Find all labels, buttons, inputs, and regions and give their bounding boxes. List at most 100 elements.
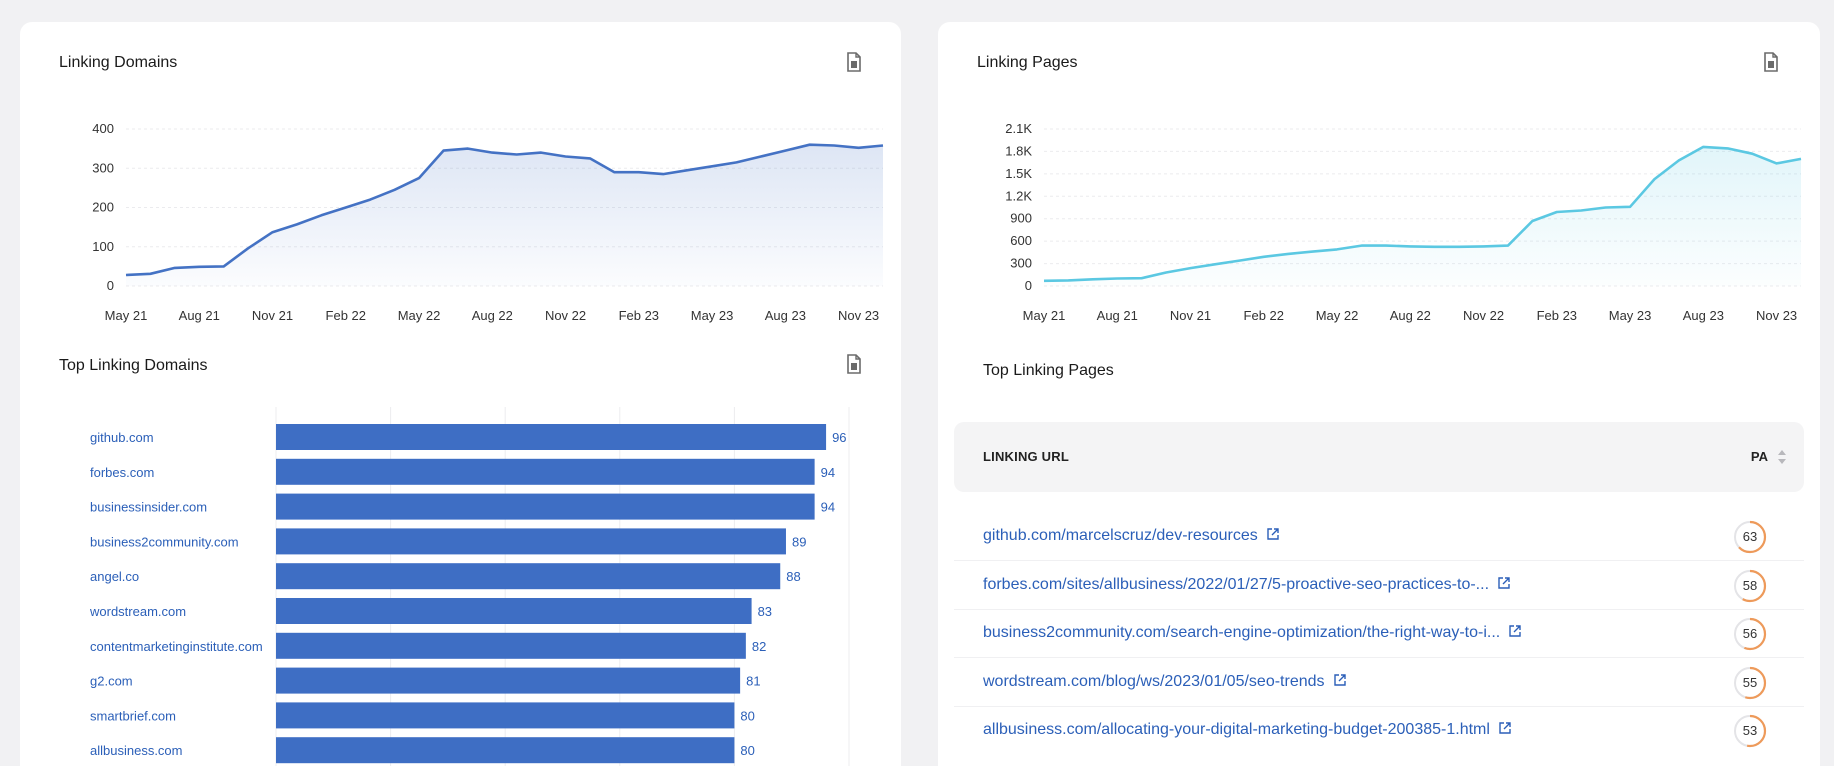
x-tick-label: May 21 [105, 308, 148, 323]
x-tick-label: May 21 [1023, 308, 1066, 323]
x-tick-label: Feb 22 [326, 308, 366, 323]
x-tick-label: Aug 23 [1683, 308, 1724, 323]
bar [276, 702, 735, 729]
category-label: contentmarketinginstitute.com [90, 639, 263, 654]
linking-url-link[interactable]: business2community.com/search-engine-opt… [983, 624, 1522, 642]
x-tick-label: Nov 23 [838, 308, 879, 323]
y-tick-label: 900 [1010, 211, 1032, 226]
x-tick-label: Aug 21 [1097, 308, 1138, 323]
linking-pages-chart: 0 300 600 900 1.2K 1.5K 1.8K 2.1K May 21 Aug 21 No… [1005, 121, 1802, 323]
linking-pages-title: Linking Pages [977, 54, 1078, 71]
x-tick-label: May 23 [691, 308, 734, 323]
bar [276, 667, 741, 694]
x-tick-label: Aug 22 [472, 308, 513, 323]
sort-icon[interactable] [1776, 448, 1788, 466]
linking-url-link[interactable]: forbes.com/sites/allbusiness/2022/01/27/… [983, 576, 1511, 594]
pa-score-badge: 63 [1732, 519, 1768, 555]
linking-url-text: forbes.com/sites/allbusiness/2022/01/27/… [983, 575, 1490, 593]
data-label: 80 [740, 743, 754, 758]
x-tick-label: Nov 23 [1756, 308, 1797, 323]
external-link-icon[interactable] [1497, 576, 1511, 590]
pa-score-ring [1733, 617, 1767, 651]
linking-url-text: allbusiness.com/allocating-your-digital-… [983, 721, 1490, 738]
left-card: Linking Domains 0 100 200 300 400 May 21 Aug 2… [20, 22, 901, 766]
external-link-icon[interactable] [1508, 624, 1522, 638]
data-label: 89 [792, 534, 806, 549]
x-tick-label: Feb 22 [1244, 308, 1284, 323]
y-tick-label: 300 [92, 160, 114, 175]
y-tick-label: 0 [1025, 278, 1032, 293]
pa-score-ring [1733, 569, 1767, 602]
bar [276, 563, 781, 590]
table-row: forbes.com/sites/allbusiness/2022/01/27/… [954, 562, 1804, 610]
pa-score-badge: 55 [1732, 665, 1768, 701]
linking-domains-title: Linking Domains [59, 54, 178, 71]
data-label: 80 [740, 708, 754, 723]
x-tick-label: May 22 [398, 308, 441, 323]
category-label: business2community.com [90, 534, 239, 549]
linking-url-text: github.com/marcelscruz/dev-resources [983, 527, 1258, 544]
bar [276, 424, 827, 450]
data-label: 94 [821, 465, 835, 480]
pa-score-value: 53 [1742, 723, 1758, 738]
y-tick-label: 1.2K [1005, 188, 1032, 203]
table-row: allbusiness.com/allocating-your-digital-… [954, 707, 1804, 755]
table-row: github.com/marcelscruz/dev-resources 63 [954, 513, 1804, 561]
pa-score-value: 56 [1742, 626, 1758, 641]
column-header-pa[interactable]: PA [1750, 449, 1768, 464]
linking-url-link[interactable]: wordstream.com/blog/ws/2023/01/05/seo-tr… [983, 673, 1347, 691]
area-fill [126, 144, 883, 286]
category-label: wordstream.com [89, 604, 186, 619]
category-label: businessinsider.com [90, 500, 207, 515]
pa-score-value: 55 [1742, 674, 1758, 690]
series-line [125, 143, 884, 277]
linking-url-text: business2community.com/search-engine-opt… [983, 624, 1501, 641]
pa-score-ring [1733, 666, 1767, 699]
y-tick-label: 1.8K [1005, 143, 1032, 158]
y-tick-label: 400 [92, 121, 114, 136]
column-header-linking-url: LINKING URL [983, 449, 1069, 464]
export-file-icon[interactable] [843, 353, 865, 375]
bar [276, 528, 786, 555]
external-link-icon[interactable] [1266, 527, 1280, 541]
export-file-icon[interactable] [1760, 51, 1782, 73]
x-tick-label: Nov 21 [252, 308, 293, 323]
bar [276, 632, 746, 659]
table-row: wordstream.com/blog/ws/2023/01/05/seo-tr… [954, 659, 1804, 707]
area-fill [1044, 146, 1801, 286]
table-header: LINKING URL PA [954, 422, 1804, 492]
y-tick-label: 1.5K [1005, 166, 1032, 181]
pa-score-value: 58 [1742, 577, 1758, 593]
x-tick-label: Aug 22 [1390, 308, 1431, 323]
top-linking-domains-chart: 020406080100github.com96forbes.com94busi… [89, 407, 850, 766]
category-label: smartbrief.com [90, 708, 176, 723]
y-tick-label: 2.1K [1005, 121, 1032, 136]
external-link-icon[interactable] [1498, 721, 1512, 735]
linking-url-link[interactable]: allbusiness.com/allocating-your-digital-… [983, 721, 1512, 739]
pa-score-badge: 53 [1732, 713, 1768, 749]
pa-score-badge: 56 [1732, 616, 1768, 652]
top-linking-pages-title: Top Linking Pages [983, 362, 1114, 379]
x-tick-label: May 23 [1609, 308, 1652, 323]
x-tick-label: Feb 23 [619, 308, 659, 323]
pa-score-value: 63 [1742, 529, 1758, 544]
y-tick-label: 600 [1010, 233, 1032, 248]
table-row: business2community.com/search-engine-opt… [954, 610, 1804, 658]
data-label: 81 [746, 674, 760, 689]
x-tick-label: Aug 23 [765, 308, 806, 323]
x-tick-label: Feb 23 [1537, 308, 1577, 323]
data-label: 94 [821, 500, 835, 515]
y-tick-label: 200 [92, 200, 114, 215]
external-link-icon[interactable] [1333, 673, 1347, 687]
x-tick-label: May 22 [1316, 308, 1359, 323]
category-label: allbusiness.com [90, 743, 183, 758]
y-tick-label: 0 [107, 278, 114, 293]
export-file-icon[interactable] [843, 51, 865, 73]
category-label: forbes.com [90, 465, 154, 480]
bar [276, 598, 752, 624]
x-tick-label: Aug 21 [179, 308, 220, 323]
y-tick-label: 300 [1010, 256, 1032, 271]
linking-url-link[interactable]: github.com/marcelscruz/dev-resources [983, 527, 1280, 545]
linking-url-text: wordstream.com/blog/ws/2023/01/05/seo-tr… [983, 672, 1325, 690]
category-label: g2.com [90, 674, 133, 689]
